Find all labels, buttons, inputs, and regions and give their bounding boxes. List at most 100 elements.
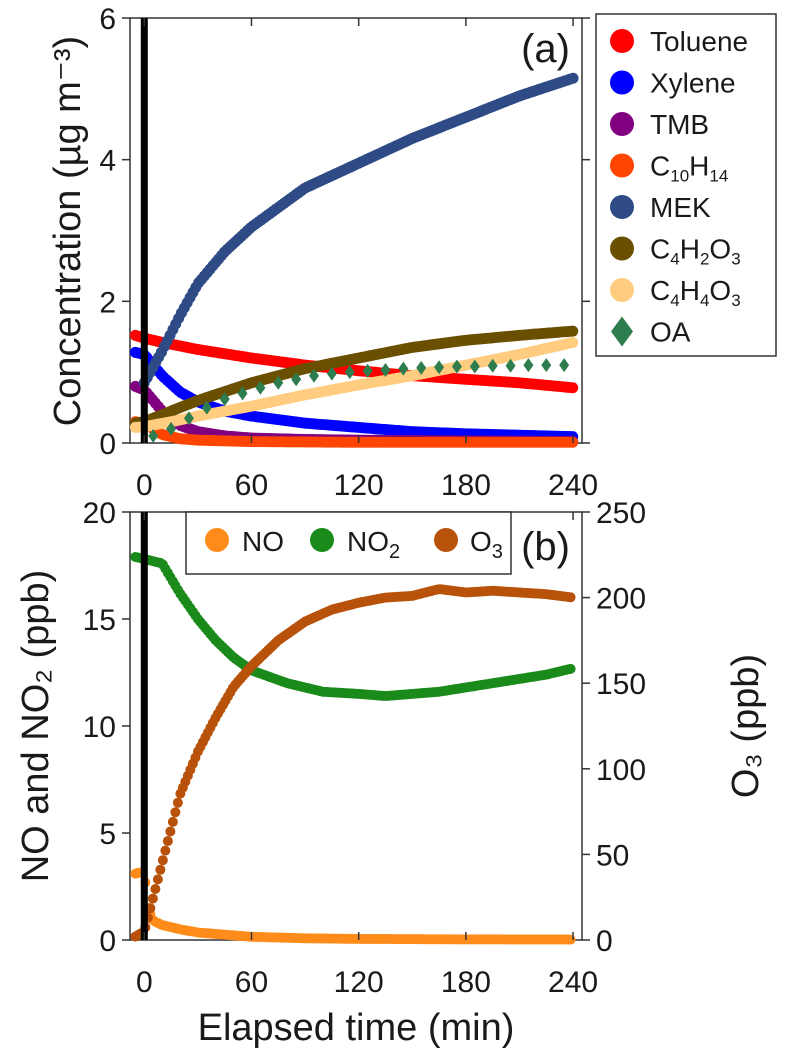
x-tick-label: 0 [136,966,153,999]
legend-b-label: NO2 [347,526,400,563]
data-point-oa [237,386,248,401]
y-tick-label-right: 50 [596,839,629,872]
data-point [160,845,171,856]
legend-marker-circle [310,528,334,552]
data-point [567,325,579,337]
data-point-oa [166,421,177,436]
panel-a: 0 60 120 180 240 0 2 4 6 (a) Concentration (µg m… [47,3,598,502]
x-axis-label: Elapsed time (min) [198,1007,515,1049]
event-line-a [140,18,148,443]
y-tick-label-left: 15 [83,604,116,637]
data-point [162,836,173,847]
data-point-oa [183,411,194,426]
data-point-oa [434,360,445,375]
data-point [157,855,168,866]
y-tick-label-right: 0 [596,925,613,958]
data-point [150,883,161,894]
y-tick-label-left: 5 [99,818,116,851]
legend-b-item: NO [205,526,284,557]
legend-b: NO NO2 O3 [205,526,503,563]
data-point [152,874,163,885]
data-point-oa [398,361,409,376]
y-tick-label-left: 0 [99,925,116,958]
x-tick-label: 60 [235,469,268,502]
data-point [565,663,576,674]
legend-marker-circle [610,278,634,302]
data-point-oa [469,359,480,374]
y-tick-label-right: 150 [596,668,646,701]
series-left-ff8c1a [130,866,576,945]
legend-b-label: O3 [470,526,503,563]
legend-a-item: Xylene [610,68,736,99]
data-point [167,816,178,827]
data-point-oa [416,360,427,375]
legend-a-label: C10H14 [650,151,728,186]
data-point [172,797,183,808]
x-tick-label: 240 [548,966,598,999]
legend-a-item: C10H14 [610,151,728,186]
x-tick-label: 180 [441,469,491,502]
series-left-1a8a1a [130,551,576,702]
data-point-oa [255,380,266,395]
panel-a-ylabel: Concentration (µg m⁻³) [47,36,89,426]
data-point [567,382,579,394]
data-point [155,864,166,875]
legend-marker-circle [610,112,634,136]
data-point-oa [291,372,302,387]
legend-a-item: TMB [610,109,709,140]
y-tick-label-right: 200 [596,583,646,616]
legend-marker-circle [610,70,634,95]
event-line-b [140,512,148,940]
legend-a-item: C4H4O3 [610,275,741,310]
legend-marker-circle [610,195,634,219]
x-tick-label: 120 [334,469,384,502]
data-point-oa [487,358,498,373]
series-right-b8520a [130,584,576,942]
legend-a-label: C4H4O3 [650,275,741,310]
legend-marker-circle [205,528,229,552]
data-point [147,893,158,904]
panel-a-data [129,72,579,448]
panel-b-ylabel-right: O₃ (ppb) [725,654,767,798]
data-point-oa [326,366,337,381]
data-point-oa [523,358,534,373]
legend-b-label: NO [242,526,284,557]
x-tick-label: 60 [235,966,268,999]
panel-a-axes: 0 60 120 180 240 0 2 4 6 [99,3,598,502]
panel-b-label: (b) [521,525,570,569]
data-point-oa [201,400,212,415]
legend-b-item: NO2 [310,526,400,563]
legend-a-label: MEK [650,192,711,223]
data-point [567,336,579,348]
y-tick-label-left: 20 [83,497,116,530]
legend-a: Toluene Xylene TMB C10H14 MEK C4H2O3 C4H4O3 OA [595,13,777,357]
y-tick-label: 2 [99,286,116,319]
legend-marker-circle [610,236,634,261]
y-tick-label: 6 [99,3,116,36]
panel-b-frame [129,511,583,941]
data-point [565,934,576,945]
legend-a-label: Xylene [650,68,736,99]
legend-a-item: MEK [610,192,711,223]
data-point-oa [219,392,230,407]
x-tick-label: 180 [441,966,491,999]
data-point-oa [380,363,391,378]
series-oa [148,358,570,443]
x-tick-label: 120 [334,966,384,999]
data-point [565,592,576,603]
data-point-oa [309,368,320,383]
legend-marker-diamond [611,316,633,347]
x-tick-label: 240 [548,469,598,502]
data-point-oa [505,358,516,373]
data-point [170,807,181,818]
data-point-oa [559,358,570,373]
panel-b-data [130,551,576,945]
y-tick-label-right: 100 [596,754,646,787]
legend-marker-circle [610,29,634,53]
legend-a-item: Toluene [610,26,748,57]
legend-a-label: Toluene [650,26,748,57]
series-c10h14 [129,416,579,448]
